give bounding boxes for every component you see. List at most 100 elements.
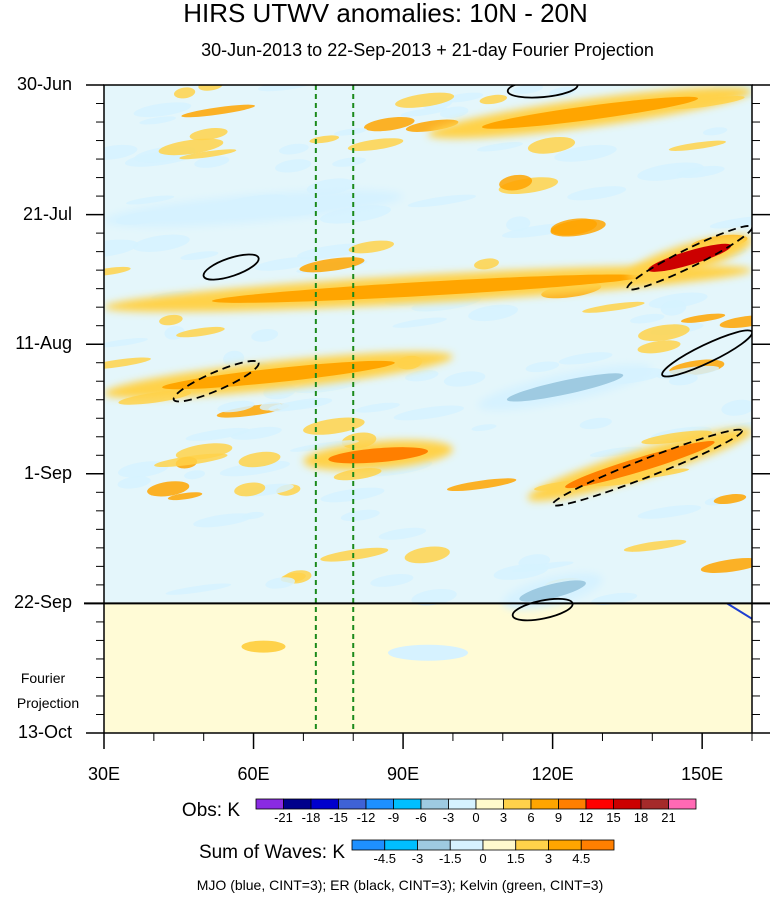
obs_colorbar-label: 6	[527, 810, 535, 825]
y-tick-label: 22-Sep	[13, 592, 72, 613]
anomaly-speck	[638, 324, 690, 342]
anomaly-speck	[303, 417, 365, 435]
anomaly-core-8	[506, 373, 624, 402]
waves_colorbar-label: -3	[411, 851, 424, 866]
anomaly-speck	[184, 470, 205, 480]
chart-title: HIRS UTWV anomalies: 10N - 20N	[183, 0, 588, 28]
anomaly-speck	[340, 509, 380, 522]
anomaly-speck	[567, 186, 627, 201]
anomaly-speck	[579, 417, 612, 430]
obs_colorbar-label: -15	[329, 810, 348, 825]
anomaly-speck	[251, 328, 279, 342]
anomaly-speck	[333, 467, 382, 481]
anomaly-speck	[289, 440, 359, 452]
anomaly-core-7	[153, 197, 354, 220]
obs_colorbar-swatch	[420, 798, 449, 810]
anomaly-speck	[139, 116, 177, 125]
anomaly-speck	[476, 142, 523, 152]
obs_colorbar-label: 0	[472, 810, 480, 825]
obs_colorbar-label: -12	[356, 810, 376, 825]
obs_colorbar-swatch	[530, 798, 559, 810]
anomaly-speck	[333, 128, 367, 136]
anomaly-speck	[154, 453, 228, 468]
obs_colorbar-label: -3	[442, 810, 455, 825]
anomaly-speck	[133, 102, 192, 118]
anomaly-speck	[446, 478, 517, 492]
y-tick-label: 30-Jun	[16, 74, 72, 94]
projection-feature	[388, 644, 468, 661]
anomaly-speck	[363, 116, 415, 132]
obs_colorbar-swatch	[640, 798, 669, 810]
waves_colorbar-swatch	[548, 839, 582, 851]
anomaly-speck	[104, 144, 138, 160]
anomaly-speck	[443, 371, 486, 387]
anomaly-speck	[525, 361, 560, 373]
anomaly-speck	[193, 513, 253, 528]
anomaly-speck	[623, 539, 687, 552]
obs_colorbar-swatch	[448, 798, 477, 810]
obs_colorbar-label: 18	[633, 810, 649, 825]
obs_colorbar-label: -9	[387, 810, 400, 825]
anomaly-speck	[550, 218, 598, 236]
anomaly-speck	[332, 157, 366, 167]
anomaly-speck	[558, 352, 613, 365]
x-tick-label: 120E	[531, 764, 574, 784]
anomaly-speck	[348, 240, 395, 254]
obs_colorbar-swatch	[613, 798, 642, 810]
anomaly-speck	[404, 546, 450, 564]
anomaly-speck	[293, 378, 361, 394]
y-tick-label: 1-Sep	[23, 462, 72, 483]
anomaly-core-3	[162, 360, 395, 390]
anomaly-core-0	[211, 274, 645, 303]
anomaly-speck	[668, 140, 726, 151]
anomaly-speck	[259, 401, 281, 411]
waves_colorbar-swatch	[384, 839, 418, 851]
anomaly-speck	[443, 92, 484, 103]
er-contour-negative	[202, 253, 260, 281]
plot-frame	[103, 84, 753, 734]
obs_colorbar-swatch	[558, 798, 587, 810]
waves-colorbar-title: Sum of Waves: K	[198, 842, 345, 863]
x-tick-label: 30E	[87, 764, 121, 784]
anomaly-speck	[167, 492, 203, 501]
obs_colorbar-label: 15	[606, 810, 621, 825]
obs_colorbar-swatch	[365, 798, 394, 810]
anomaly-speck	[297, 243, 368, 260]
obs_colorbar-label: 9	[554, 810, 563, 825]
obs-colorbar-title: Obs: K	[181, 800, 240, 821]
mjo-contour	[726, 602, 752, 620]
anomaly-speck	[132, 234, 190, 252]
waves_colorbar-swatch	[482, 839, 517, 851]
obs_colorbar-swatch	[668, 798, 697, 810]
anomaly-speck	[506, 216, 531, 232]
projection-background	[104, 603, 752, 733]
projection-label: Fourier	[20, 670, 66, 686]
anomaly-speck	[181, 104, 255, 118]
waves_colorbar-label: -1.5	[439, 851, 462, 866]
anomaly-speck	[217, 400, 255, 413]
anomaly-speck	[265, 577, 295, 589]
anomaly-speck	[513, 85, 544, 94]
y-tick-label: 11-Aug	[15, 333, 72, 354]
anomaly-speck	[554, 144, 617, 162]
anomaly-speck	[709, 215, 752, 229]
anomaly-speck	[721, 399, 752, 416]
anomaly-speck	[591, 592, 638, 605]
anomaly-speck	[355, 402, 400, 413]
anomaly-speck	[159, 314, 183, 326]
anomaly-speck	[637, 340, 681, 354]
anomaly-core-6	[519, 580, 586, 602]
anomaly-speck	[176, 326, 225, 338]
anomaly-speck	[589, 446, 643, 458]
anomaly-speck	[499, 174, 533, 191]
anomaly-speck	[641, 430, 713, 445]
obs_colorbar-swatch	[585, 798, 614, 810]
anomaly-speck	[185, 427, 250, 441]
obs_colorbar-label: -18	[301, 810, 321, 825]
waves_colorbar-label: 1.5	[506, 851, 525, 866]
obs_colorbar-swatch	[310, 798, 339, 810]
anomaly-speck	[158, 138, 224, 156]
chart-subtitle: 30-Jun-2013 to 22-Sep-2013 + 21-day Four…	[201, 40, 654, 60]
anomaly-speck	[411, 588, 457, 606]
anomaly-speck	[104, 239, 139, 258]
